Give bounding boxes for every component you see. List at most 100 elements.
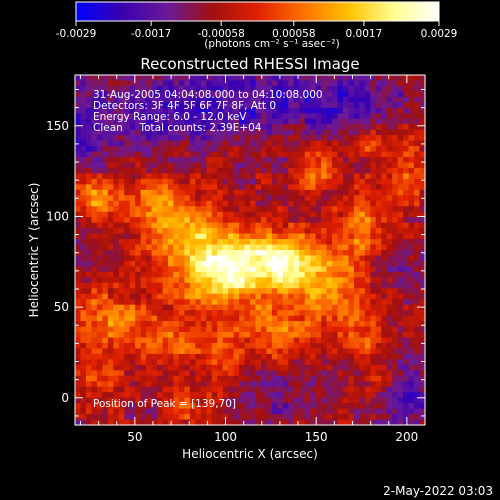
annotation-detectors: Detectors: 3F 4F 5F 6F 7F 8F, Att 0	[93, 100, 276, 112]
heatmap-cell	[217, 326, 224, 333]
heatmap-cell	[381, 200, 388, 207]
heatmap-cell	[332, 206, 339, 213]
heatmap-cell	[146, 244, 153, 251]
heatmap-cell	[244, 288, 251, 295]
heatmap-cell	[332, 288, 339, 295]
heatmap-cell	[146, 146, 153, 153]
heatmap-cell	[200, 326, 207, 333]
heatmap-cell	[419, 96, 426, 103]
heatmap-cell	[310, 337, 317, 344]
heatmap-cell	[151, 403, 158, 410]
heatmap-cell	[348, 233, 355, 240]
heatmap-cell	[288, 173, 295, 180]
heatmap-cell	[250, 151, 257, 158]
heatmap-cell	[392, 228, 399, 235]
heatmap-cell	[140, 178, 147, 185]
heatmap-cell	[310, 315, 317, 322]
heatmap-cell	[200, 113, 207, 120]
heatmap-cell	[85, 266, 93, 273]
heatmap-cell	[381, 381, 388, 388]
heatmap-cell	[375, 124, 382, 131]
heatmap-cell	[167, 146, 175, 153]
heatmap-cell	[381, 304, 388, 311]
heatmap-cell	[408, 107, 415, 114]
heatmap-cell	[244, 129, 251, 136]
heatmap-cell	[233, 266, 240, 273]
heatmap-cell	[326, 195, 333, 202]
heatmap-cell	[337, 321, 344, 328]
heatmap-cell	[140, 386, 147, 393]
heatmap-cell	[217, 337, 224, 344]
heatmap-cell	[342, 124, 350, 131]
heatmap-cell	[342, 359, 350, 366]
heatmap-cell	[397, 381, 404, 388]
heatmap-cell	[260, 129, 268, 136]
heatmap-cell	[299, 337, 306, 344]
heatmap-cell	[342, 239, 350, 246]
heatmap-cell	[135, 332, 142, 339]
heatmap-cell	[255, 85, 262, 93]
heatmap-cell	[75, 337, 82, 344]
heatmap-cell	[244, 250, 251, 257]
heatmap-cell	[315, 102, 322, 109]
heatmap-cell	[124, 397, 131, 404]
heatmap-cell	[386, 233, 393, 240]
heatmap-cell	[288, 359, 295, 366]
heatmap-cell	[162, 288, 169, 295]
heatmap-cell	[282, 260, 289, 268]
heatmap-cell	[91, 178, 98, 185]
heatmap-cell	[315, 167, 322, 175]
heatmap-cell	[113, 167, 120, 175]
heatmap-cell	[364, 310, 371, 317]
heatmap-cell	[211, 228, 218, 235]
heatmap-cell	[348, 310, 355, 317]
heatmap-cell	[195, 102, 202, 109]
heatmap-cell	[364, 282, 371, 289]
heatmap-cell	[146, 222, 153, 229]
heatmap-cell	[184, 381, 191, 388]
heatmap-cell	[414, 326, 421, 333]
heatmap-cell	[326, 271, 333, 278]
heatmap-cell	[80, 206, 87, 213]
heatmap-cell	[129, 277, 136, 284]
heatmap-cell	[326, 113, 333, 120]
heatmap-cell	[293, 85, 300, 93]
heatmap-cell	[288, 167, 295, 175]
heatmap-cell	[129, 250, 136, 257]
heatmap-cell	[250, 304, 257, 311]
heatmap-cell	[375, 419, 382, 426]
heatmap-cell	[260, 228, 268, 235]
heatmap-cell	[288, 353, 295, 360]
heatmap-cell	[217, 189, 224, 196]
heatmap-cell	[222, 233, 229, 240]
heatmap-cell	[75, 414, 82, 421]
heatmap-cell	[364, 370, 371, 377]
heatmap-cell	[414, 233, 421, 240]
heatmap-cell	[321, 392, 328, 399]
heatmap-cell	[250, 113, 257, 120]
heatmap-cell	[348, 222, 355, 229]
heatmap-cell	[271, 255, 278, 262]
heatmap-cell	[217, 321, 224, 328]
heatmap-cell	[408, 217, 415, 224]
heatmap-cell	[359, 102, 366, 109]
heatmap-cell	[332, 260, 339, 268]
heatmap-cell	[129, 266, 136, 273]
heatmap-cell	[85, 140, 93, 147]
heatmap-cell	[217, 342, 224, 350]
heatmap-cell	[239, 124, 246, 131]
heatmap-cell	[342, 184, 350, 191]
heatmap-cell	[277, 124, 284, 131]
heatmap-cell	[288, 299, 295, 306]
heatmap-cell	[266, 146, 273, 153]
heatmap-cell	[140, 299, 147, 306]
heatmap-cell	[250, 282, 257, 289]
heatmap-cell	[239, 277, 246, 284]
heatmap-cell	[80, 250, 87, 257]
heatmap-cell	[282, 364, 289, 371]
heatmap-cell	[129, 381, 136, 388]
heatmap-cell	[293, 266, 300, 273]
heatmap-cell	[397, 167, 404, 175]
heatmap-cell	[228, 403, 235, 410]
heatmap-cell	[288, 211, 295, 218]
